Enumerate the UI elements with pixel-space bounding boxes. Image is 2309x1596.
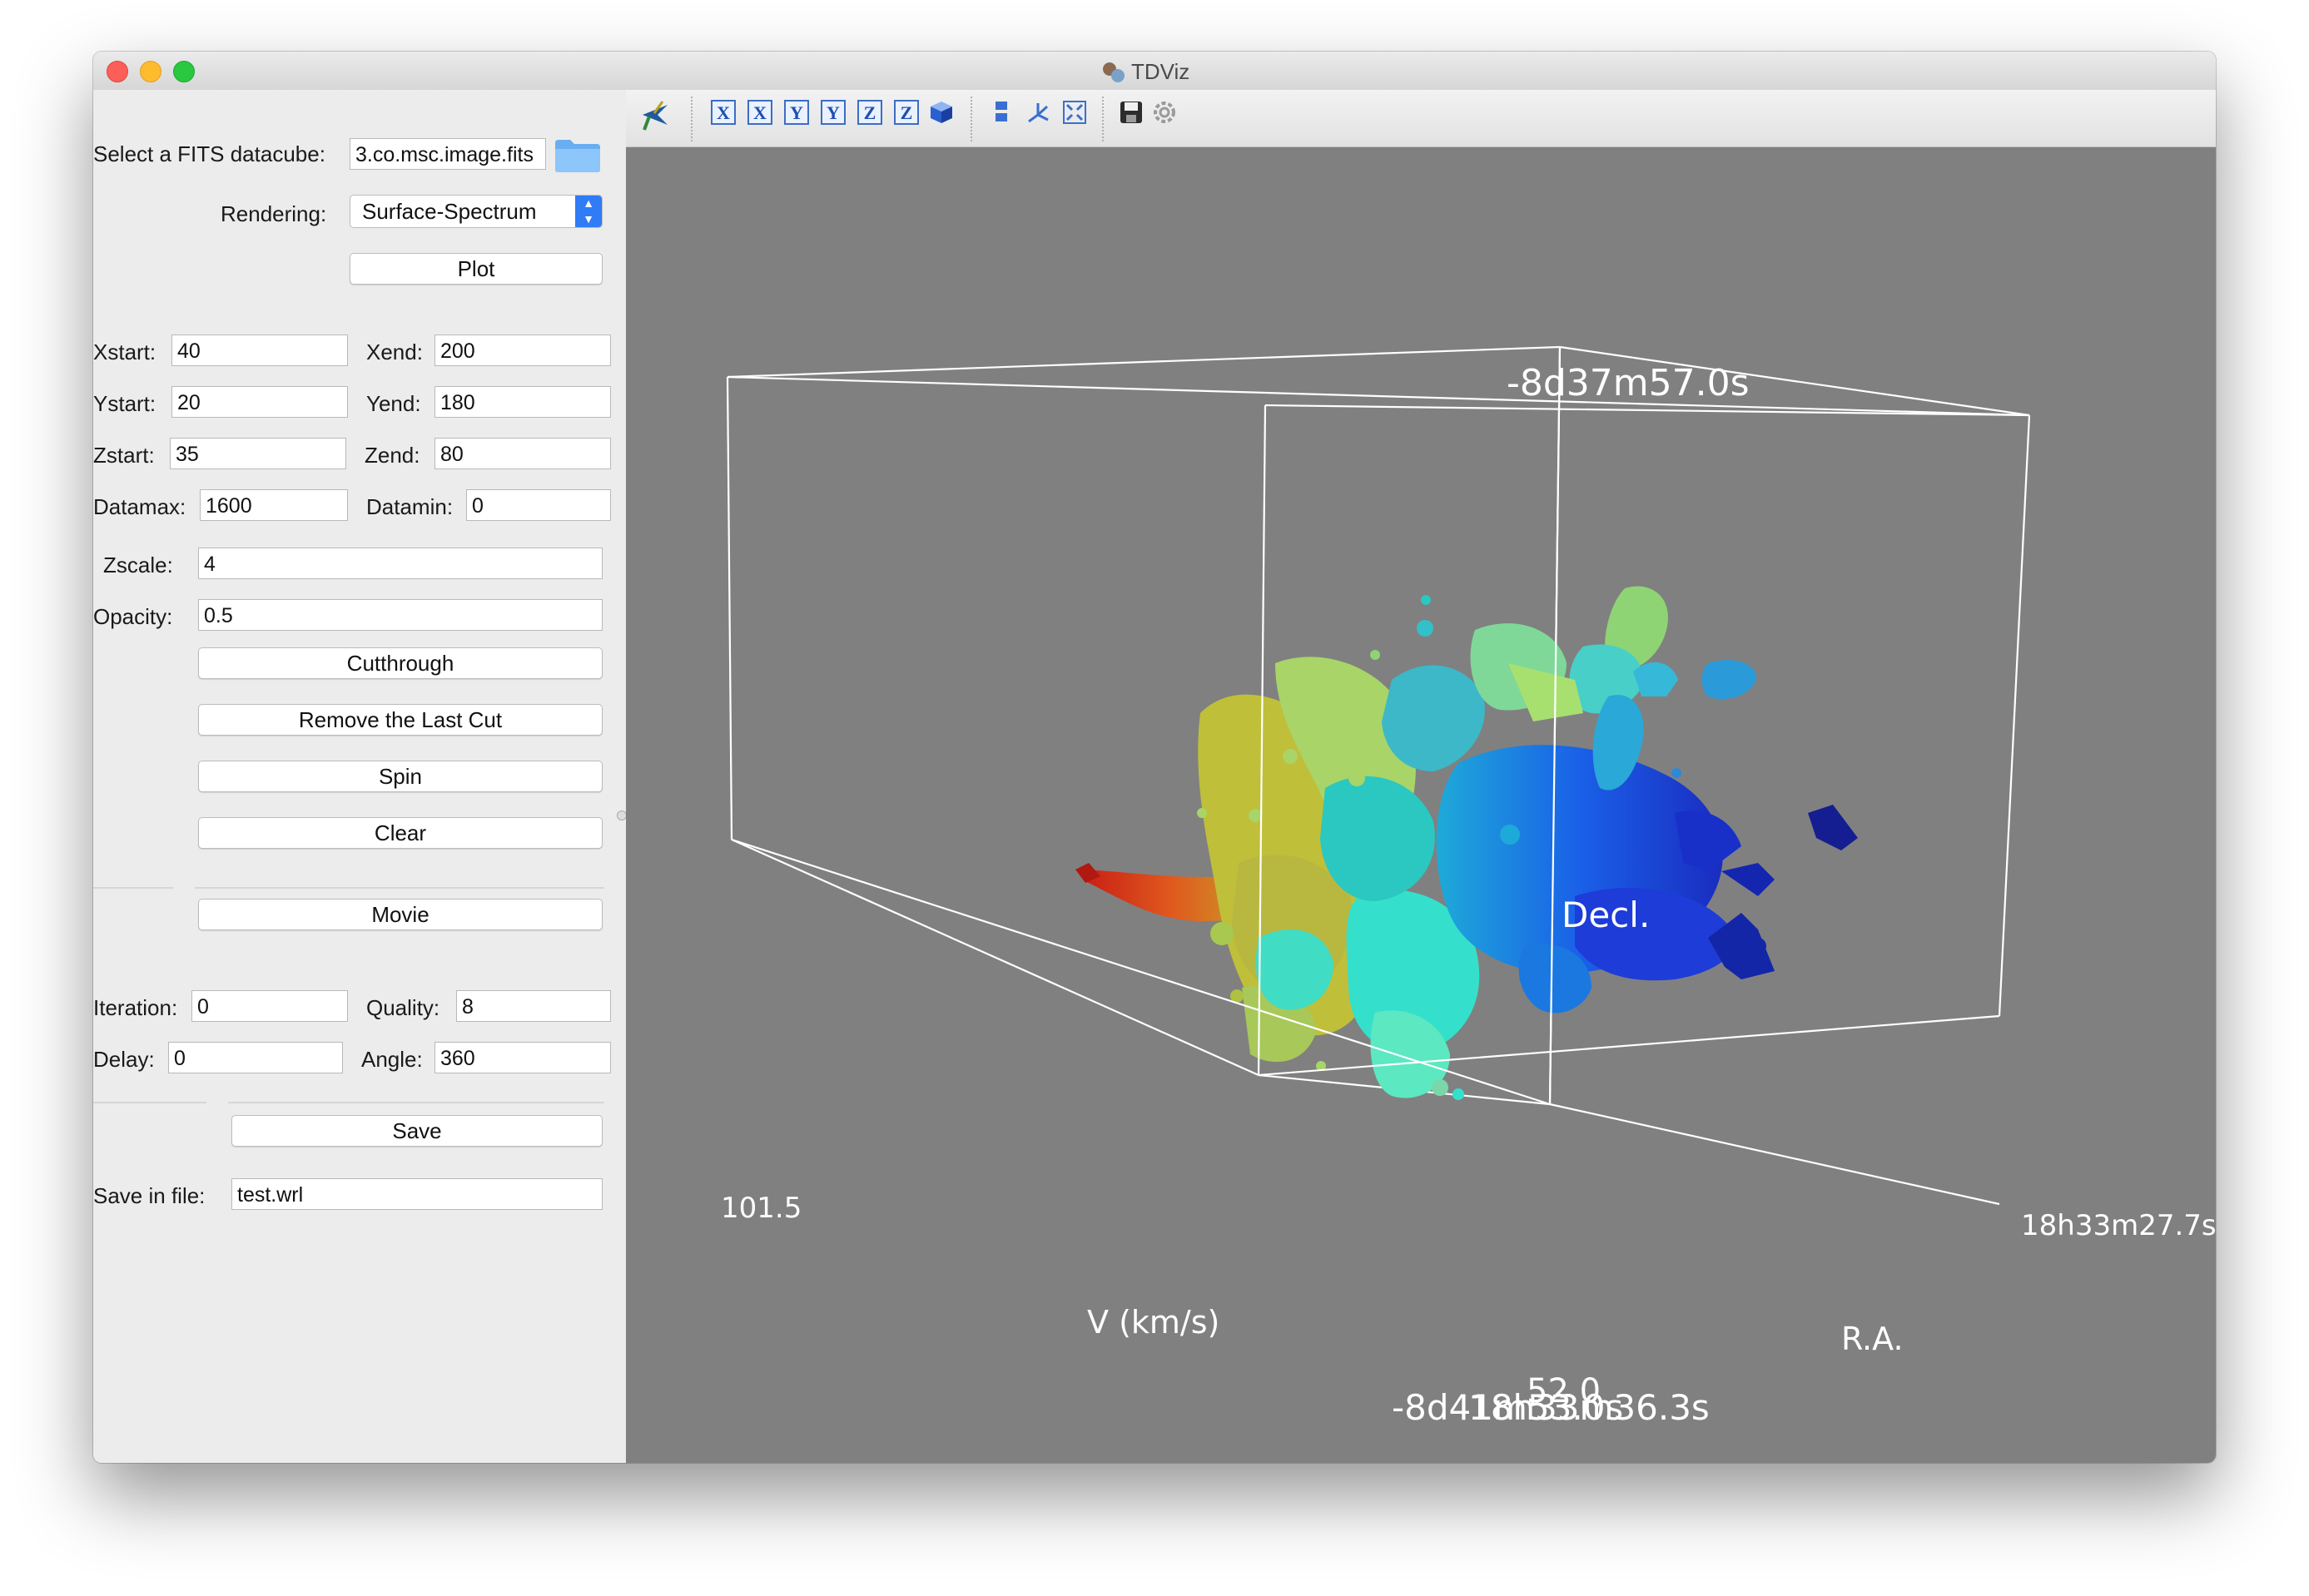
app-icon	[1101, 61, 1126, 84]
bounding-box-front	[731, 346, 2030, 1106]
bounding-box-back	[726, 345, 2031, 1206]
zscale-label: Zscale:	[103, 553, 173, 577]
rendering-select[interactable]: Surface-Spectrum ▲ ▼	[350, 195, 603, 228]
iteration-label: Iteration:	[93, 995, 178, 1020]
view-y-minus-icon[interactable]: Y	[821, 100, 846, 125]
toolbar-separator	[691, 97, 693, 141]
control-panel: Select a FITS datacube: 3.co.msc.image.f…	[93, 90, 627, 1463]
zend-field[interactable]: 80	[434, 438, 611, 469]
plot-button[interactable]: Plot	[350, 253, 603, 285]
ra-end-label: 18h33m27.7s	[2021, 1209, 2216, 1242]
zscale-field[interactable]: 4	[198, 548, 603, 579]
datamax-label: Datamax:	[93, 494, 186, 519]
toolbar-separator	[971, 97, 972, 141]
save-file-label: Save in file:	[93, 1183, 206, 1208]
divider	[93, 887, 173, 889]
app-window: TDViz Select a FITS datacube: 3.co.msc.i…	[93, 52, 2216, 1463]
opacity-field[interactable]: 0.5	[198, 599, 603, 631]
datacube-label: Select a FITS datacube:	[93, 141, 325, 166]
window-title-text: TDViz	[1131, 59, 1190, 84]
clear-button[interactable]: Clear	[198, 817, 603, 849]
ra-axis-title: R.A.	[1841, 1321, 1904, 1357]
folder-icon[interactable]	[554, 136, 602, 173]
datamax-field[interactable]: 1600	[200, 489, 348, 521]
datamin-field[interactable]: 0	[466, 489, 611, 521]
select-arrows-icon: ▲ ▼	[575, 196, 602, 227]
quality-field[interactable]: 8	[456, 990, 611, 1022]
rendering-select-value: Surface-Spectrum	[362, 199, 537, 224]
ra-start-label: 18h33m36.3s	[1468, 1387, 1710, 1428]
xend-field[interactable]: 200	[434, 335, 611, 366]
velocity-axis-title: V (km/s)	[1087, 1304, 1220, 1341]
xend-label: Xend:	[366, 340, 423, 364]
window-title: TDViz	[1101, 59, 1189, 85]
yend-label: Yend:	[366, 391, 421, 416]
parallel-projection-icon[interactable]	[989, 100, 1014, 125]
delay-label: Delay:	[93, 1047, 155, 1072]
angle-field[interactable]: 360	[434, 1042, 611, 1073]
datacube-field[interactable]: 3.co.msc.image.fits	[350, 138, 546, 170]
zstart-field[interactable]: 35	[170, 438, 346, 469]
divider	[93, 1102, 206, 1103]
isometric-cube-icon[interactable]	[929, 100, 954, 125]
zstart-label: Zstart:	[93, 443, 155, 468]
xstart-field[interactable]: 40	[171, 335, 348, 366]
datamin-label: Datamin:	[366, 494, 454, 519]
view-x-minus-icon[interactable]: X	[747, 100, 772, 125]
axes-icon[interactable]	[1025, 100, 1050, 125]
divider	[195, 887, 604, 889]
save-file-field[interactable]: test.wrl	[231, 1178, 603, 1210]
save-button[interactable]: Save	[231, 1115, 603, 1147]
minimize-button[interactable]	[140, 61, 161, 82]
view-z-plus-icon[interactable]: Z	[857, 100, 882, 125]
settings-icon[interactable]	[1152, 100, 1177, 125]
spin-button[interactable]: Spin	[198, 761, 603, 792]
zend-label: Zend:	[365, 443, 420, 468]
render-viewport[interactable]: -8d37m57.0s Decl. 101.5 V (km/s) 18h33m2…	[626, 147, 2216, 1463]
movie-button[interactable]: Movie	[198, 899, 603, 930]
fit-all-icon[interactable]	[1062, 100, 1087, 125]
dec-axis-title: Decl.	[1562, 895, 1651, 935]
rendering-label: Rendering:	[221, 201, 327, 226]
cutthrough-button[interactable]: Cutthrough	[198, 647, 603, 679]
view-toolbar: X X Y Y Z Z	[626, 90, 2216, 147]
angle-label: Angle:	[361, 1047, 423, 1072]
title-bar: TDViz	[93, 52, 2216, 91]
toolbar-separator	[1102, 97, 1104, 141]
velocity-start-label: 101.5	[721, 1192, 802, 1225]
xstart-label: Xstart:	[93, 340, 156, 364]
zoom-button[interactable]	[173, 61, 195, 82]
view-y-plus-icon[interactable]: Y	[784, 100, 809, 125]
view-x-plus-icon[interactable]: X	[711, 100, 736, 125]
view-z-minus-icon[interactable]: Z	[894, 100, 919, 125]
opacity-label: Opacity:	[93, 604, 173, 629]
divider	[228, 1102, 604, 1103]
scene-canvas[interactable]	[626, 147, 2216, 1463]
isosurface-volume	[1075, 586, 1858, 1100]
quality-label: Quality:	[366, 995, 440, 1020]
remove-last-cut-button[interactable]: Remove the Last Cut	[198, 704, 603, 736]
iteration-field[interactable]: 0	[191, 990, 348, 1022]
dec-top-label: -8d37m57.0s	[1507, 362, 1750, 404]
velocity-end-label: 52.0	[1527, 1372, 1601, 1410]
dec-bottom-label: -8d41m53.0s	[1392, 1387, 1624, 1428]
yend-field[interactable]: 180	[434, 386, 611, 418]
ystart-field[interactable]: 20	[171, 386, 348, 418]
save-image-icon[interactable]	[1119, 100, 1144, 125]
ystart-label: Ystart:	[93, 391, 156, 416]
close-button[interactable]	[107, 61, 128, 82]
delay-field[interactable]: 0	[168, 1042, 343, 1073]
interact-arrow-icon[interactable]	[638, 98, 674, 133]
